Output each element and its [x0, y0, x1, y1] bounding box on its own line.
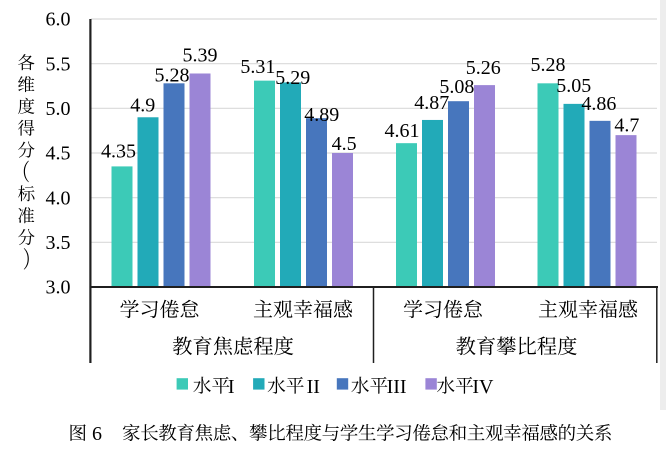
svg-text:IV: IV	[472, 376, 494, 398]
svg-text:4.5: 4.5	[46, 143, 71, 165]
svg-text:4.5: 4.5	[332, 133, 357, 155]
svg-text:5.39: 5.39	[183, 45, 218, 67]
svg-text:4.35: 4.35	[101, 141, 136, 163]
svg-text:6.0: 6.0	[46, 9, 71, 31]
svg-text:5.31: 5.31	[240, 56, 275, 78]
svg-text:3.5: 3.5	[46, 232, 71, 254]
svg-text:III: III	[387, 376, 407, 398]
svg-text:4.86: 4.86	[581, 93, 616, 115]
svg-text:6: 6	[92, 423, 102, 445]
svg-text:4.9: 4.9	[130, 95, 155, 117]
svg-text:4.7: 4.7	[614, 115, 639, 137]
svg-text:3.0: 3.0	[46, 277, 71, 299]
svg-text:5.29: 5.29	[275, 67, 310, 89]
svg-text:5.0: 5.0	[46, 98, 71, 120]
svg-text:II: II	[307, 376, 320, 398]
svg-text:5.28: 5.28	[531, 54, 566, 76]
svg-text:4.61: 4.61	[385, 120, 420, 142]
svg-text:5.05: 5.05	[556, 75, 591, 97]
svg-text:I: I	[228, 376, 235, 398]
svg-text:5.28: 5.28	[155, 65, 190, 87]
svg-text:5.5: 5.5	[46, 53, 71, 75]
svg-text:4.89: 4.89	[304, 104, 339, 126]
svg-text:4.87: 4.87	[414, 92, 449, 114]
svg-text:5.26: 5.26	[466, 57, 501, 79]
svg-text:4.0: 4.0	[46, 187, 71, 209]
svg-text:5.08: 5.08	[439, 76, 474, 98]
